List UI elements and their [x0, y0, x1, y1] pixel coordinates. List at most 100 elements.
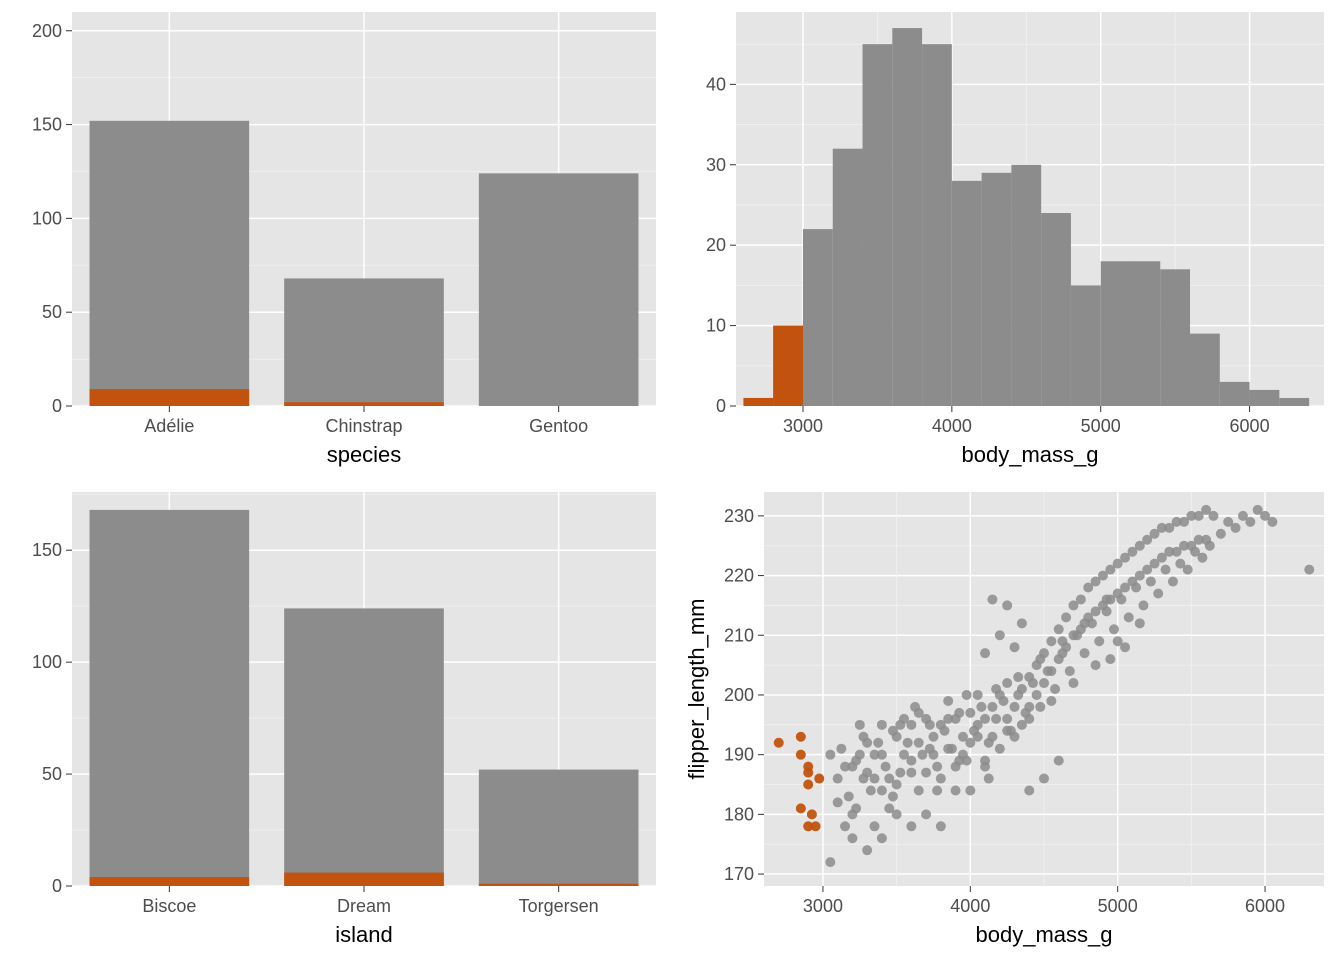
scatter-point: [1131, 583, 1141, 593]
scatter-point: [870, 774, 880, 784]
scatter-point: [984, 738, 994, 748]
scatter-point: [984, 774, 994, 784]
scatter-point: [940, 726, 950, 736]
scatter-point: [1267, 517, 1277, 527]
scatter-point: [991, 684, 1001, 694]
scatter-point: [1068, 678, 1078, 688]
y-tick-label: 100: [32, 652, 62, 672]
hist-bin-highlight: [773, 326, 803, 406]
hist-bin: [1041, 213, 1071, 406]
y-tick-label: 40: [706, 74, 726, 94]
scatter-point: [1105, 654, 1115, 664]
y-tick-label: 50: [42, 764, 62, 784]
scatter-point: [1094, 636, 1104, 646]
hist-bin: [1011, 165, 1041, 406]
scatter-point: [943, 696, 953, 706]
scatter-point: [921, 809, 931, 819]
scatter-point: [995, 630, 1005, 640]
scatter-point: [914, 738, 924, 748]
scatter-point: [1054, 756, 1064, 766]
scatter-point: [1046, 636, 1056, 646]
bar-highlight-Chinstrap: [284, 402, 444, 406]
y-tick-label: 0: [52, 396, 62, 416]
scatter-point: [825, 750, 835, 760]
scatter-point: [1138, 600, 1148, 610]
bar-Adélie: [90, 121, 250, 406]
scatter-point: [1304, 565, 1314, 575]
scatter-point: [892, 780, 902, 790]
hist-bin: [1130, 261, 1160, 406]
scatter-point: [877, 785, 887, 795]
hist-bin: [1160, 269, 1190, 406]
scatter-point-highlight: [803, 768, 813, 778]
scatter-point: [1024, 785, 1034, 795]
scatter-point: [1197, 553, 1207, 563]
scatter-point: [943, 714, 953, 724]
scatter-point: [1231, 523, 1241, 533]
hist-bin: [803, 229, 833, 406]
scatter-point: [1054, 624, 1064, 634]
scatter-point: [932, 785, 942, 795]
bar-highlight-Dream: [284, 873, 444, 886]
x-tick-label: Torgersen: [519, 896, 599, 916]
y-tick-label: 200: [32, 21, 62, 41]
scatter-point: [1050, 684, 1060, 694]
hist-bin: [1220, 382, 1250, 406]
panel-scatter: 3000400050006000170180190200210220230bod…: [672, 480, 1344, 960]
scatter-point: [844, 791, 854, 801]
hist-bin: [892, 28, 922, 406]
y-tick-label: 220: [724, 566, 754, 586]
scatter-point: [870, 821, 880, 831]
bar-highlight-Biscoe: [90, 877, 250, 886]
y-tick-label: 230: [724, 506, 754, 526]
scatter-point: [1245, 517, 1255, 527]
hist-bin: [833, 149, 863, 406]
scatter-point: [1146, 577, 1156, 587]
scatter-point: [1102, 606, 1112, 616]
hist-bin-highlight: [743, 398, 773, 406]
scatter-point: [888, 791, 898, 801]
scatter-point: [1057, 648, 1067, 658]
y-tick-label: 50: [42, 302, 62, 322]
scatter-point: [976, 702, 986, 712]
bar-highlight-Torgersen: [479, 884, 639, 886]
scatter-point: [914, 708, 924, 718]
y-tick-label: 10: [706, 316, 726, 336]
scatter-point: [965, 738, 975, 748]
hist-bin: [1279, 398, 1309, 406]
x-tick-label: 5000: [1098, 896, 1138, 916]
scatter-point: [862, 845, 872, 855]
scatter-point: [855, 720, 865, 730]
hist-bin: [863, 44, 893, 406]
scatter-point: [895, 720, 905, 730]
scatter-point: [1010, 702, 1020, 712]
hist-bin: [922, 44, 952, 406]
scatter-point: [954, 708, 964, 718]
scatter-point: [928, 732, 938, 742]
y-tick-label: 0: [52, 876, 62, 896]
x-tick-label: Gentoo: [529, 416, 588, 436]
bar-Gentoo: [479, 173, 639, 406]
scatter-point: [991, 714, 1001, 724]
x-tick-label: 6000: [1230, 416, 1270, 436]
hist-bin: [1101, 261, 1131, 406]
scatter-point: [936, 821, 946, 831]
scatter-point: [1046, 696, 1056, 706]
bar-Dream: [284, 608, 444, 886]
scatter-point: [1035, 654, 1045, 664]
y-tick-label: 150: [32, 115, 62, 135]
scatter-point: [1109, 624, 1119, 634]
scatter-point: [951, 785, 961, 795]
scatter-point: [980, 648, 990, 658]
hist-bin: [1250, 390, 1280, 406]
y-axis-title: flipper_length_mm: [684, 599, 709, 780]
scatter-point: [877, 720, 887, 730]
x-tick-label: Adélie: [144, 416, 194, 436]
bar-Chinstrap: [284, 278, 444, 406]
scatter-point: [903, 738, 913, 748]
scatter-point: [1039, 774, 1049, 784]
scatter-point: [1080, 648, 1090, 658]
scatter-point: [965, 708, 975, 718]
scatter-point: [906, 821, 916, 831]
bar-highlight-Adélie: [90, 389, 250, 406]
